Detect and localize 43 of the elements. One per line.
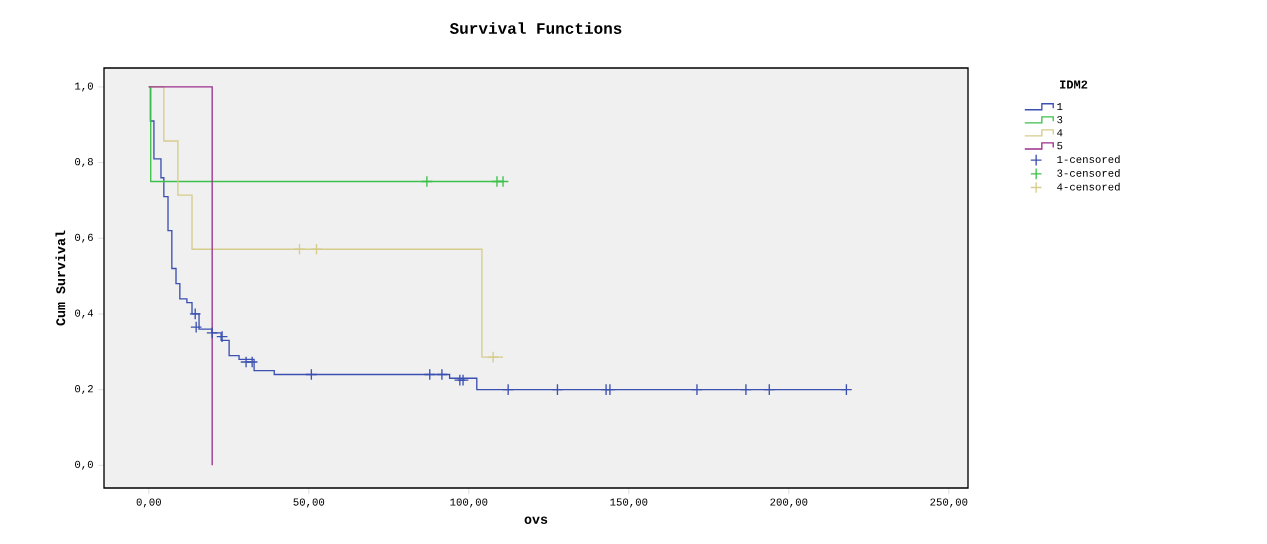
point	[690, 383, 703, 396]
legend-label: 1-censored	[1057, 155, 1120, 164]
y-tick-label: 0,4	[75, 309, 94, 319]
point	[420, 175, 433, 188]
point	[497, 175, 510, 188]
point	[840, 383, 853, 396]
point	[246, 356, 259, 368]
legend-label: 1	[1057, 103, 1063, 111]
y-tick-label: 0,2	[75, 385, 93, 395]
x-tick-label: 250,00	[930, 498, 968, 508]
point	[293, 243, 306, 256]
point	[206, 326, 219, 339]
legend-label: 3-censored	[1057, 168, 1120, 177]
x-tick-label: 150,00	[610, 498, 648, 508]
point	[310, 243, 323, 256]
legend-label: 4-censored	[1057, 182, 1120, 191]
y-tick-label: 0,6	[75, 233, 93, 243]
legend-title: IDM2	[1060, 80, 1088, 89]
point	[739, 383, 752, 396]
legend-label: 5	[1057, 142, 1063, 150]
legend-label: 3	[1057, 116, 1063, 124]
x-axis-title: ovs	[524, 516, 548, 524]
y-tick-label: 0,8	[75, 158, 93, 168]
point	[763, 383, 776, 396]
x-tick-label: 200,00	[770, 498, 808, 508]
point	[457, 374, 470, 387]
x-tick-label: 100,00	[450, 498, 488, 508]
x-tick-label: 50,00	[293, 498, 325, 508]
y-tick-label: 0,0	[75, 460, 93, 470]
point	[502, 383, 515, 396]
y-tick-label: 1,0	[75, 82, 93, 92]
x-tick-label: 0,00	[136, 498, 161, 508]
y-axis-title: Cum Survival	[55, 230, 66, 326]
chart-title: Survival Functions	[449, 22, 622, 34]
point	[423, 368, 436, 381]
point	[487, 351, 500, 364]
point	[216, 330, 229, 343]
legend-label: 4	[1057, 129, 1063, 137]
point	[435, 368, 448, 381]
point	[190, 321, 203, 334]
point	[189, 307, 202, 320]
point	[551, 383, 564, 396]
point	[305, 368, 318, 381]
